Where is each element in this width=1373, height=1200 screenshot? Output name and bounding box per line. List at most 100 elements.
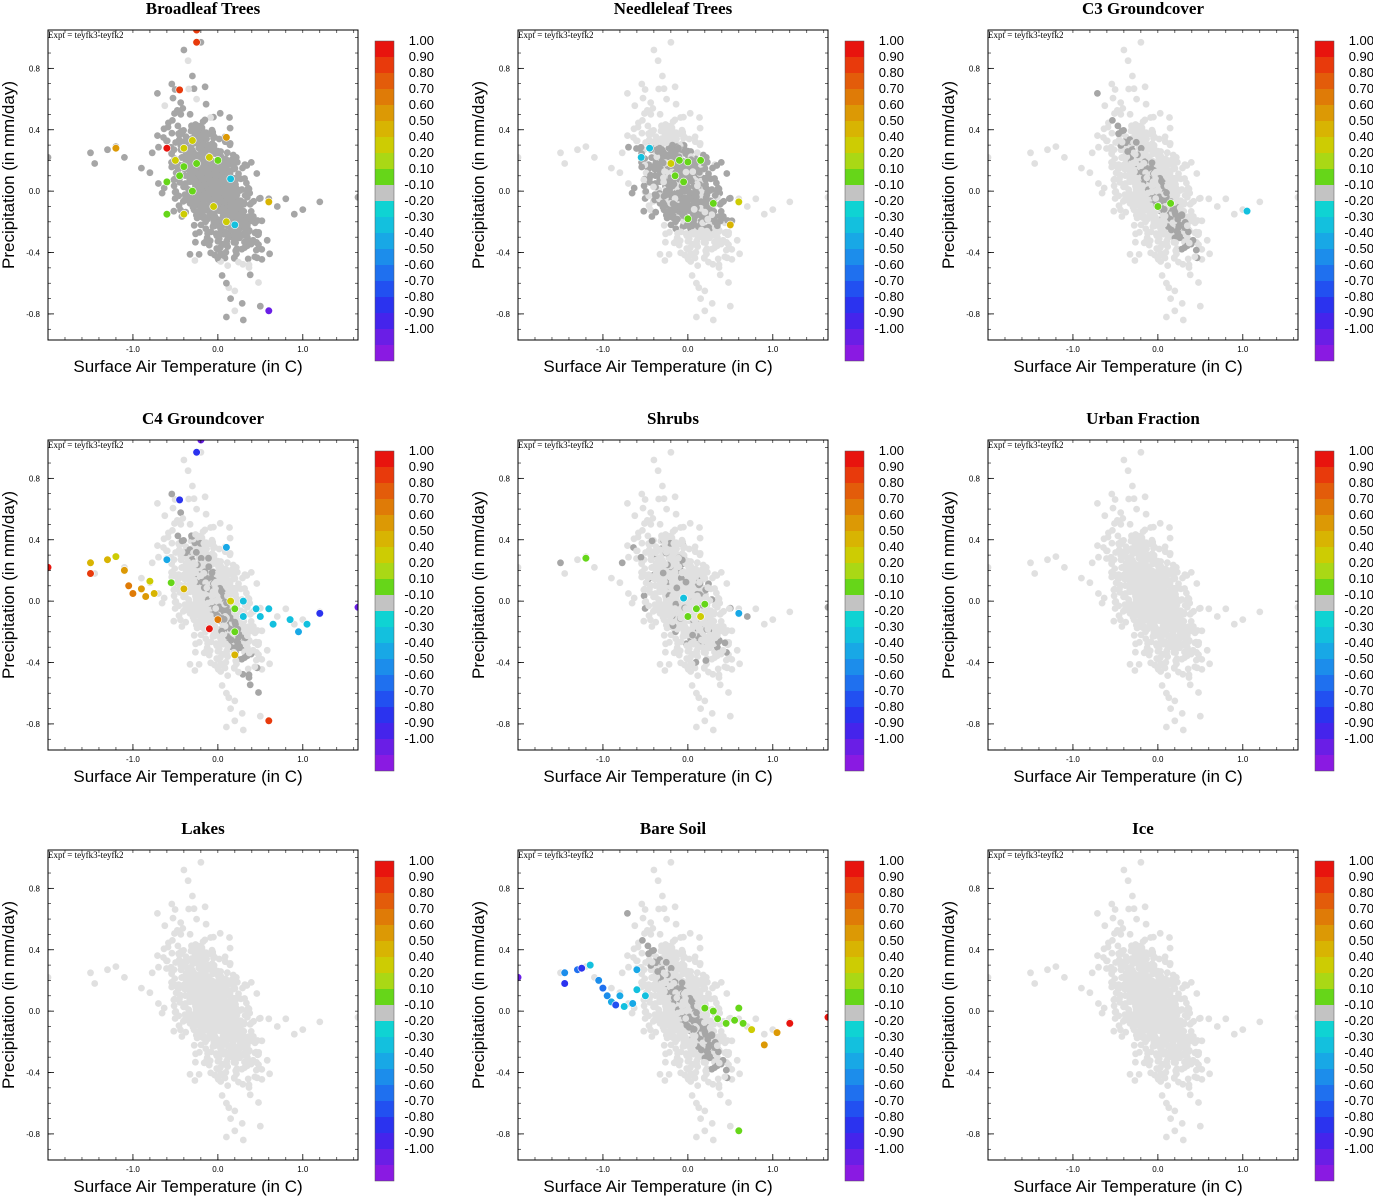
background-point bbox=[647, 616, 654, 624]
colorbar-tick-label: 0.60 bbox=[1349, 97, 1373, 112]
background-point bbox=[203, 584, 211, 592]
background-point bbox=[1110, 207, 1118, 215]
background-point bbox=[1110, 176, 1118, 184]
background-point bbox=[232, 154, 240, 161]
background-point bbox=[191, 561, 199, 568]
background-point bbox=[654, 467, 662, 475]
background-point bbox=[686, 519, 694, 527]
background-point bbox=[1176, 204, 1184, 212]
background-point bbox=[638, 539, 646, 547]
background-point bbox=[639, 504, 647, 512]
background-point bbox=[223, 149, 231, 157]
background-point bbox=[215, 545, 223, 553]
background-point bbox=[677, 114, 684, 121]
background-point bbox=[649, 105, 657, 112]
background-point bbox=[230, 254, 238, 261]
background-point bbox=[1133, 95, 1140, 103]
highlight-point bbox=[256, 612, 265, 621]
background-point bbox=[673, 135, 680, 143]
background-point bbox=[1129, 72, 1136, 80]
background-point bbox=[679, 621, 687, 629]
background-point bbox=[1114, 122, 1122, 130]
background-point bbox=[641, 520, 648, 527]
colorbar-tick-label: -0.50 bbox=[404, 241, 434, 256]
background-point bbox=[725, 279, 732, 286]
background-point bbox=[650, 46, 658, 54]
background-point bbox=[733, 236, 741, 244]
x-tick-label: 1.0 bbox=[297, 345, 309, 354]
background-point bbox=[1187, 208, 1195, 215]
background-point bbox=[675, 554, 682, 562]
background-point bbox=[683, 642, 691, 650]
colorbar-band bbox=[845, 73, 864, 89]
background-point bbox=[154, 500, 161, 507]
background-point bbox=[662, 648, 669, 656]
background-point bbox=[169, 94, 177, 102]
background-point bbox=[1152, 168, 1160, 176]
colorbar-band bbox=[845, 169, 864, 185]
highlight-point bbox=[230, 220, 239, 229]
background-point bbox=[715, 185, 723, 193]
x-tick-label: 1.0 bbox=[297, 755, 309, 764]
background-point bbox=[709, 726, 717, 734]
colorbar-tick-label: -0.20 bbox=[874, 193, 904, 208]
highlight-point bbox=[128, 589, 137, 598]
background-point bbox=[183, 602, 190, 610]
background-point bbox=[653, 563, 661, 571]
scatter-points bbox=[518, 38, 828, 324]
background-point bbox=[652, 618, 660, 626]
colorbar-band bbox=[1315, 265, 1334, 281]
background-point bbox=[708, 710, 716, 717]
colorbar-tick-label: 1.00 bbox=[879, 33, 904, 48]
colorbar-band bbox=[375, 137, 394, 153]
colorbar-tick-label: -0.10 bbox=[404, 587, 434, 602]
colorbar-tick-label: 0.20 bbox=[879, 555, 904, 570]
background-point bbox=[252, 656, 260, 664]
highlight-point bbox=[226, 596, 235, 606]
colorbar-band bbox=[845, 739, 864, 755]
y-tick-label: -0.4 bbox=[26, 249, 40, 258]
background-point bbox=[633, 137, 640, 145]
plot-frame bbox=[47, 29, 359, 341]
colorbar-tick-label: 0.90 bbox=[409, 49, 434, 64]
background-point bbox=[197, 554, 205, 562]
background-point bbox=[1159, 168, 1167, 176]
colorbar-band bbox=[375, 89, 394, 105]
background-point bbox=[1149, 211, 1157, 219]
background-point bbox=[705, 258, 712, 266]
x-tick-label: 1.0 bbox=[1237, 345, 1249, 354]
highlight-point bbox=[700, 600, 709, 609]
highlight-point bbox=[252, 604, 261, 613]
panel-title: C3 Groundcover bbox=[1082, 0, 1204, 18]
highlight-point bbox=[162, 210, 171, 219]
background-point bbox=[682, 195, 690, 202]
colorbar-band bbox=[375, 547, 394, 563]
colorbar-band bbox=[375, 345, 394, 361]
background-point bbox=[701, 307, 709, 315]
background-point bbox=[1103, 137, 1110, 145]
background-point bbox=[196, 228, 203, 236]
background-point bbox=[177, 509, 185, 516]
background-point bbox=[728, 246, 736, 253]
colorbar-band bbox=[845, 579, 864, 595]
colorbar-band bbox=[375, 233, 394, 249]
colorbar-tick-label: -0.60 bbox=[404, 257, 434, 272]
colorbar-tick-label: 0.70 bbox=[879, 81, 904, 96]
background-point bbox=[1172, 154, 1180, 161]
background-point bbox=[630, 125, 638, 133]
background-point bbox=[671, 605, 679, 612]
background-point bbox=[212, 605, 220, 612]
colorbar-tick-label: -0.80 bbox=[1344, 289, 1373, 304]
background-point bbox=[1147, 164, 1155, 172]
background-point bbox=[640, 182, 648, 190]
scatter-points bbox=[518, 448, 828, 734]
x-tick-label: 1.0 bbox=[767, 755, 779, 764]
background-point bbox=[760, 620, 768, 628]
colorbar-band bbox=[845, 531, 864, 547]
background-point bbox=[169, 117, 176, 124]
background-point bbox=[824, 603, 828, 611]
highlight-point bbox=[179, 210, 188, 219]
background-point bbox=[246, 611, 254, 618]
highlight-point bbox=[696, 612, 705, 621]
background-point bbox=[633, 547, 640, 555]
